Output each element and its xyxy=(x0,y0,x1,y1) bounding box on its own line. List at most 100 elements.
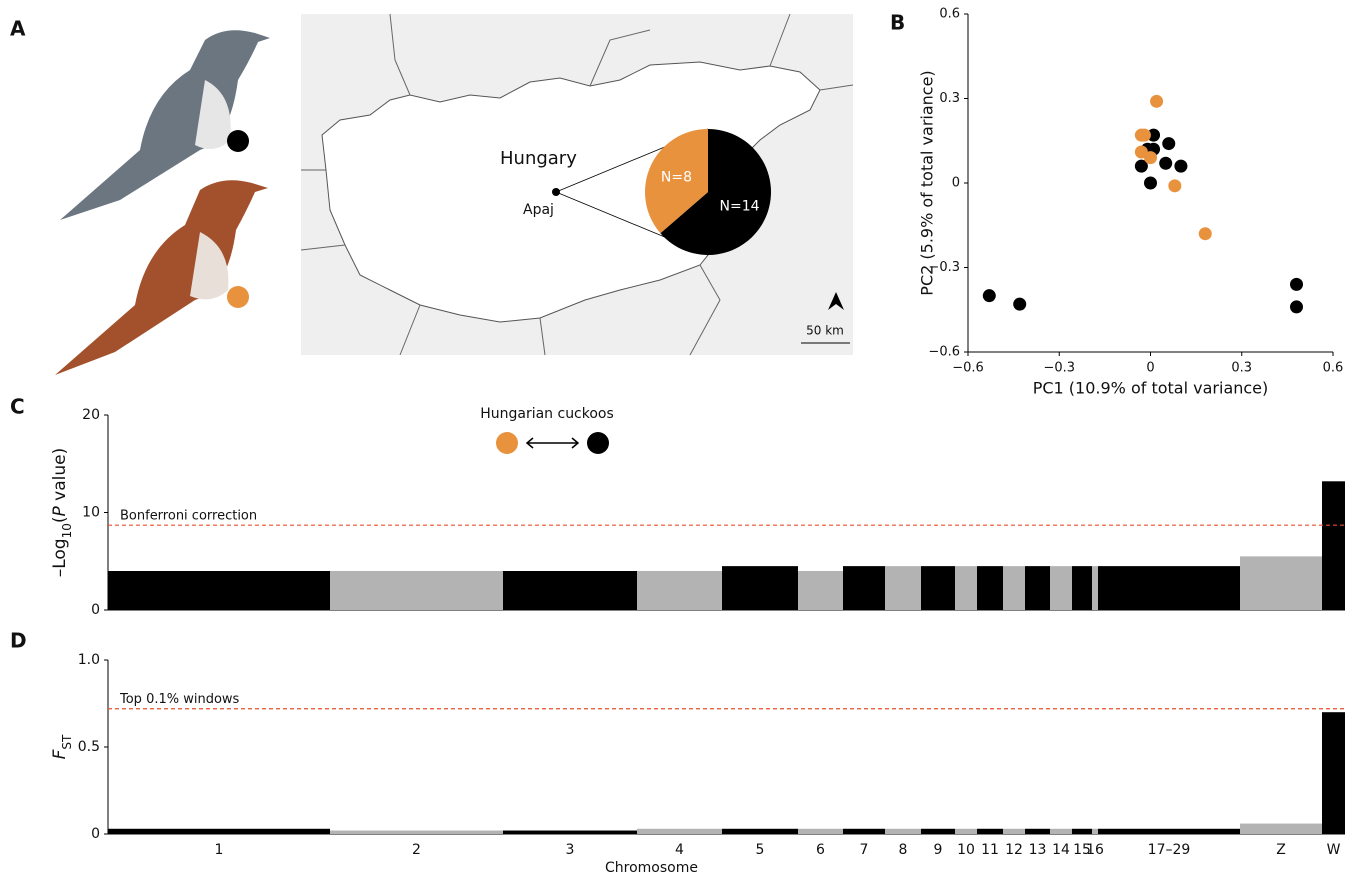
y-tick-label: 0 xyxy=(91,826,100,842)
gray-morph-dot xyxy=(227,130,249,152)
x-tick-label: W xyxy=(1327,842,1341,858)
chromosome-band xyxy=(330,571,503,610)
threshold-label: Bonferroni correction xyxy=(120,509,257,524)
chromosome-band xyxy=(722,829,798,834)
chromosome-band xyxy=(108,571,330,610)
x-tick-label: 16 xyxy=(1086,842,1104,858)
chromosome-band xyxy=(1098,829,1240,834)
chromosome-band xyxy=(1240,556,1322,610)
point xyxy=(1199,227,1212,240)
legend-marker xyxy=(496,432,518,454)
point xyxy=(1013,298,1026,311)
point xyxy=(1162,137,1175,150)
pie-label: N=14 xyxy=(720,198,760,214)
x-tick-label: 6 xyxy=(816,842,825,858)
y-axis-label: PC2 (5.9% of total variance) xyxy=(918,70,937,295)
chromosome-band xyxy=(1322,712,1345,834)
site-label: Apaj xyxy=(523,202,554,218)
x-tick-label: 0.6 xyxy=(1323,361,1344,376)
chromosome-band xyxy=(1322,481,1345,610)
point xyxy=(1290,278,1303,291)
y-tick-label: 10 xyxy=(82,505,100,521)
x-tick-label: 4 xyxy=(675,842,684,858)
chromosome-band xyxy=(1092,566,1098,610)
y-axis-label: FST xyxy=(50,734,74,759)
panel-letter: B xyxy=(890,11,905,35)
y-axis-label-part: 10 xyxy=(60,523,74,538)
chromosome-band xyxy=(798,829,843,834)
chromosome-band xyxy=(1003,829,1025,834)
country-label: Hungary xyxy=(500,148,577,169)
x-tick-label: 12 xyxy=(1005,842,1023,858)
chromosome-band xyxy=(503,831,637,834)
chromosome-band xyxy=(1025,829,1050,834)
chromosome-band xyxy=(722,566,798,610)
chromosome-band xyxy=(1050,829,1072,834)
x-tick-label: 0 xyxy=(1146,361,1154,376)
chromosome-band xyxy=(921,566,955,610)
point xyxy=(1144,151,1157,164)
x-tick-label: 11 xyxy=(981,842,999,858)
pie-label: N=8 xyxy=(661,170,692,186)
x-tick-label: 10 xyxy=(957,842,975,858)
chromosome-band xyxy=(1025,566,1050,610)
panel-letter: C xyxy=(10,395,25,419)
x-tick-label: 2 xyxy=(412,842,421,858)
point xyxy=(1159,157,1172,170)
point xyxy=(1174,160,1187,173)
x-tick-label: 3 xyxy=(566,842,575,858)
y-axis-label-part: value) xyxy=(50,448,70,506)
x-tick-label: −0.6 xyxy=(952,361,984,376)
chromosome-band xyxy=(955,829,977,834)
chromosome-band xyxy=(921,829,955,834)
x-axis-label: PC1 (10.9% of total variance) xyxy=(1033,379,1269,398)
chromosome-band xyxy=(1072,829,1092,834)
y-axis-label-part: –Log xyxy=(50,538,70,577)
y-tick-label: 0 xyxy=(952,176,960,191)
chromosome-band xyxy=(1003,566,1025,610)
y-axis-label-part: ( xyxy=(50,516,70,523)
chromosome-band xyxy=(843,566,885,610)
y-tick-label: 0.6 xyxy=(939,7,960,22)
rufous-morph-dot xyxy=(227,286,249,308)
y-axis-label-part: F xyxy=(50,749,70,759)
legend-marker xyxy=(587,432,609,454)
x-tick-label: 13 xyxy=(1029,842,1047,858)
x-axis-label: Chromosome xyxy=(605,860,698,875)
y-tick-label: 20 xyxy=(82,407,100,423)
figure: Hungary Apaj 50 km A B C D N=14N=8−0.6−0… xyxy=(0,0,1358,875)
chromosome-band xyxy=(843,829,885,834)
panel-letter: A xyxy=(10,17,26,41)
x-tick-label: 14 xyxy=(1052,842,1070,858)
y-tick-label: 0.5 xyxy=(78,739,100,755)
y-tick-label: 0 xyxy=(91,602,100,618)
x-tick-label: Z xyxy=(1276,842,1286,858)
point xyxy=(1168,179,1181,192)
chromosome-band xyxy=(1072,566,1092,610)
y-tick-label: 0.3 xyxy=(939,91,960,106)
chromosome-band xyxy=(637,571,722,610)
x-tick-label: 0.3 xyxy=(1231,361,1252,376)
chromosome-band xyxy=(1050,566,1072,610)
chromosome-band xyxy=(955,566,977,610)
chromosome-band xyxy=(885,566,921,610)
legend-arrow xyxy=(527,438,578,448)
chromosome-band xyxy=(1092,829,1098,834)
y-axis-label: –Log10(P value) xyxy=(50,448,74,578)
legend-title: Hungarian cuckoos xyxy=(480,406,614,422)
x-tick-label: 8 xyxy=(899,842,908,858)
x-tick-label: 9 xyxy=(934,842,943,858)
point xyxy=(1150,95,1163,108)
x-tick-label: 7 xyxy=(860,842,869,858)
chromosome-band xyxy=(1098,566,1240,610)
chromosome-band xyxy=(108,829,330,834)
chromosome-band xyxy=(503,571,637,610)
x-tick-label: 5 xyxy=(756,842,765,858)
y-tick-label: −0.6 xyxy=(928,345,960,360)
chromosome-band xyxy=(977,566,1003,610)
x-tick-label: −0.3 xyxy=(1043,361,1075,376)
point xyxy=(1138,129,1151,142)
scale-label: 50 km xyxy=(806,324,844,338)
bird-illustrations xyxy=(55,30,270,375)
x-tick-label: 17–29 xyxy=(1148,842,1191,858)
